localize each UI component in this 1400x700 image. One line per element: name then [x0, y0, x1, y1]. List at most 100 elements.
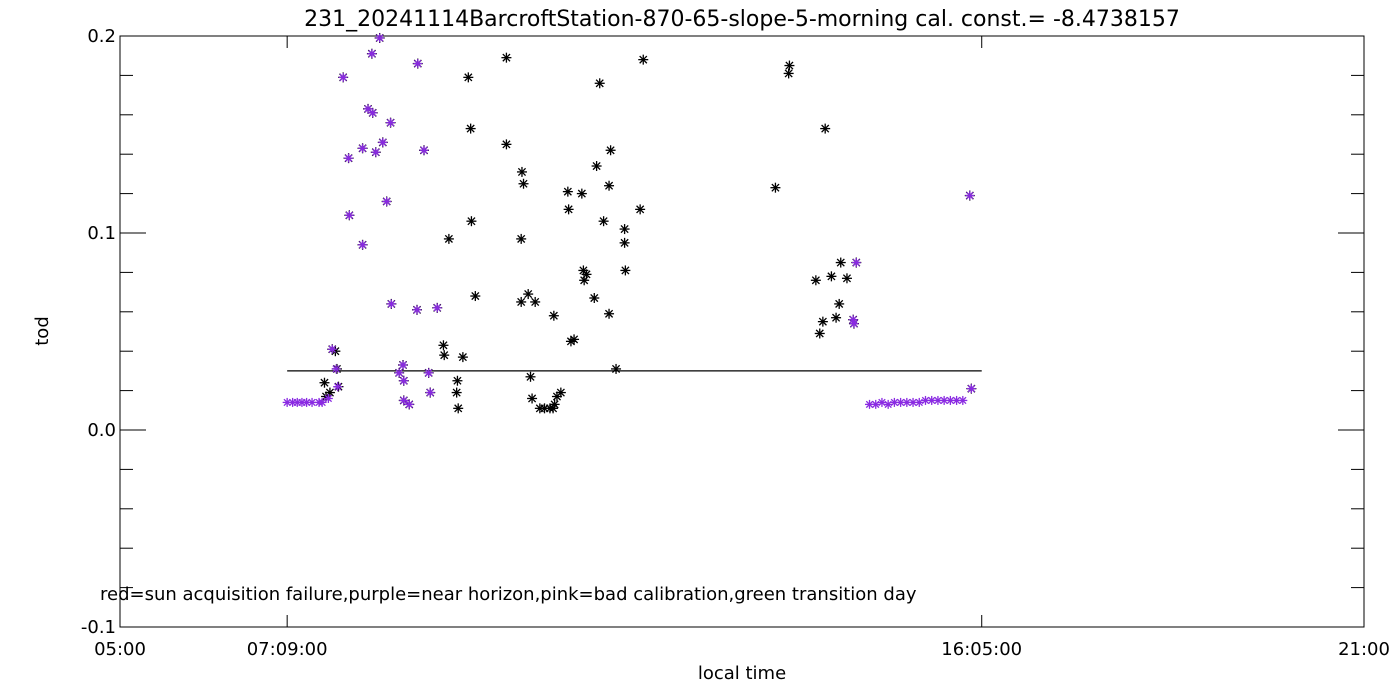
data-point	[581, 269, 592, 280]
data-point	[344, 210, 354, 220]
data-point	[877, 397, 887, 407]
x-tick-label: 05:00	[94, 639, 146, 660]
data-point	[439, 350, 450, 361]
data-point	[826, 271, 837, 282]
data-point	[523, 289, 534, 300]
data-point	[371, 147, 381, 157]
data-point	[576, 188, 587, 199]
chart-title: 231_20241114BarcroftStation-870-65-slope…	[304, 7, 1180, 32]
data-point	[841, 273, 852, 284]
y-tick-label: 0.0	[87, 420, 116, 441]
data-point	[463, 72, 474, 83]
data-points	[282, 32, 977, 414]
data-point	[443, 233, 454, 244]
y-axis-label: tod	[32, 316, 53, 346]
data-point	[501, 52, 512, 63]
data-point	[425, 388, 435, 398]
data-point	[849, 319, 859, 329]
data-point	[367, 49, 377, 59]
data-point	[466, 216, 477, 227]
data-point	[952, 395, 962, 405]
data-point	[465, 123, 476, 134]
data-point	[399, 376, 409, 386]
data-point	[605, 145, 616, 156]
data-point	[530, 296, 541, 307]
data-point	[386, 118, 396, 128]
data-point	[619, 224, 630, 235]
data-point	[817, 316, 828, 327]
data-point	[810, 275, 821, 286]
data-point	[404, 399, 414, 409]
data-point	[378, 137, 388, 147]
data-point	[635, 204, 646, 215]
annotation-text: red=sun acquisition failure,purple=near …	[100, 584, 917, 605]
data-point	[549, 399, 560, 410]
data-point	[307, 397, 317, 407]
data-point	[594, 78, 605, 89]
data-point	[814, 328, 825, 339]
data-point	[419, 145, 429, 155]
data-point	[516, 166, 527, 177]
data-point	[424, 368, 434, 378]
data-point	[966, 384, 976, 394]
data-point	[398, 360, 408, 370]
data-point	[358, 240, 368, 250]
data-point	[327, 344, 337, 354]
data-point	[548, 310, 559, 321]
data-point	[835, 257, 846, 268]
data-point	[914, 397, 924, 407]
data-point	[783, 68, 794, 79]
x-tick-label: 16:05:00	[941, 639, 1022, 660]
data-point	[516, 233, 527, 244]
x-tick-label: 21:00	[1338, 639, 1390, 660]
data-point	[323, 393, 333, 403]
data-point	[958, 395, 968, 405]
data-point	[470, 291, 481, 302]
data-point	[501, 139, 512, 150]
data-point	[598, 216, 609, 227]
data-point	[319, 377, 330, 388]
y-tick-label: -0.1	[81, 617, 116, 638]
data-point	[452, 375, 463, 386]
data-point	[562, 186, 573, 197]
data-point	[453, 403, 464, 414]
axis-tick-labels: -0.1 0.0 0.1 0.2 05:00 07:09:00 16:05:00 21:00	[81, 26, 1390, 660]
data-point	[438, 340, 449, 351]
x-axis-label: local time	[698, 663, 786, 684]
data-point	[834, 298, 845, 309]
data-point	[591, 161, 602, 172]
data-point	[820, 123, 831, 134]
data-point	[939, 395, 949, 405]
data-point	[317, 397, 327, 407]
data-point	[412, 305, 422, 315]
plot-frame	[119, 35, 1365, 628]
data-point	[965, 191, 975, 201]
data-point	[344, 153, 354, 163]
data-point	[413, 59, 423, 69]
data-point	[563, 204, 574, 215]
data-point	[331, 364, 341, 374]
data-point	[770, 182, 781, 193]
data-point	[386, 299, 396, 309]
data-point	[638, 54, 649, 65]
data-point	[569, 334, 580, 345]
data-point	[457, 352, 468, 363]
data-point	[589, 293, 600, 304]
data-point	[382, 196, 392, 206]
data-point	[518, 178, 529, 189]
y-tick-label: 0.2	[87, 26, 116, 47]
data-point	[358, 143, 368, 153]
data-point	[555, 387, 566, 398]
data-point	[333, 382, 343, 392]
data-point	[432, 303, 442, 313]
data-point	[394, 368, 404, 378]
x-tick-label: 07:09:00	[247, 639, 328, 660]
data-point	[527, 393, 538, 404]
data-point	[896, 397, 906, 407]
data-point	[604, 308, 615, 319]
data-point	[399, 395, 409, 405]
data-point	[871, 399, 881, 409]
data-point	[883, 399, 893, 409]
data-point	[784, 60, 795, 71]
